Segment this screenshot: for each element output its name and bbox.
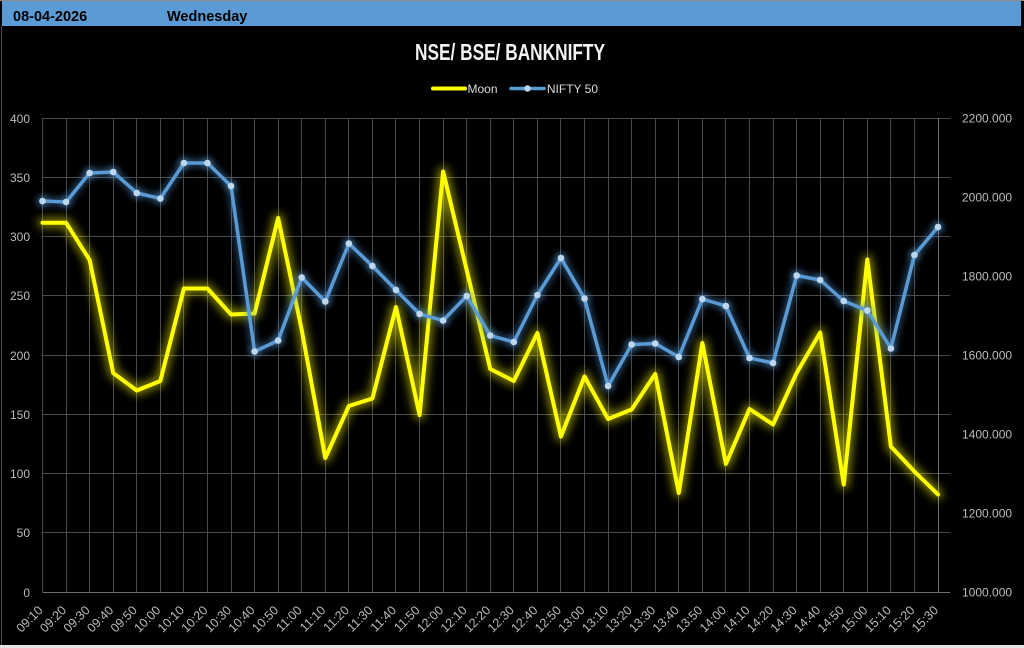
svg-text:200: 200 (10, 349, 30, 363)
svg-text:100: 100 (10, 467, 30, 481)
svg-text:2200.000: 2200.000 (962, 111, 1012, 125)
svg-text:0: 0 (23, 586, 30, 600)
svg-text:NIFTY 50: NIFTY 50 (547, 82, 598, 96)
svg-text:1000.000: 1000.000 (962, 585, 1012, 599)
svg-text:150: 150 (10, 408, 30, 422)
svg-text:NSE/ BSE/ BANKNIFTY: NSE/ BSE/ BANKNIFTY (415, 39, 605, 65)
svg-text:2000.000: 2000.000 (962, 190, 1012, 204)
svg-text:1800.000: 1800.000 (962, 269, 1012, 283)
svg-text:08-04-2026: 08-04-2026 (13, 9, 87, 25)
svg-text:1400.000: 1400.000 (962, 427, 1012, 441)
svg-text:1600.000: 1600.000 (962, 348, 1012, 362)
svg-text:50: 50 (17, 526, 31, 540)
svg-text:Wednesday: Wednesday (167, 9, 247, 25)
svg-text:1200.000: 1200.000 (962, 506, 1012, 520)
svg-text:300: 300 (10, 230, 30, 244)
svg-text:400: 400 (10, 112, 30, 126)
svg-text:250: 250 (10, 289, 30, 303)
svg-text:Moon: Moon (468, 82, 498, 96)
svg-text:350: 350 (10, 171, 30, 185)
